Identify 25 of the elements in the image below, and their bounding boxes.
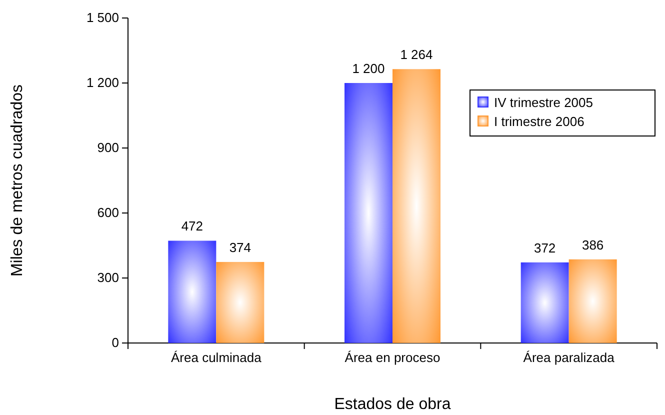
bar: [568, 259, 617, 343]
y-tick-label: 600: [97, 205, 119, 220]
data-label: 374: [229, 240, 252, 255]
y-tick-label: 1 200: [86, 75, 119, 90]
x-tick-label: Área en proceso: [344, 350, 440, 366]
y-axis-title: Miles de metros cuadrados: [9, 84, 26, 277]
x-tick-label: Área culminada: [171, 350, 262, 366]
y-tick-label: 900: [97, 140, 119, 156]
legend-label: I trimestre 2006: [494, 114, 584, 129]
data-label: 1 264: [400, 47, 433, 62]
bar: [168, 240, 216, 343]
y-tick-label: 300: [97, 270, 119, 286]
data-label: 472: [181, 218, 204, 234]
y-tick-label: 1 500: [86, 10, 119, 26]
x-axis-title: Estados de obra: [334, 396, 451, 413]
x-tick-label: Área paralizada: [523, 350, 616, 366]
data-label: 1 200: [352, 61, 385, 76]
data-label: 386: [582, 237, 604, 252]
bar: [392, 69, 440, 343]
data-label: 372: [534, 240, 556, 256]
bar: [216, 262, 264, 343]
y-tick-label: 0: [112, 335, 119, 350]
bar: [520, 262, 569, 343]
bar: [344, 83, 392, 343]
legend-label: IV trimestre 2005: [494, 95, 593, 110]
